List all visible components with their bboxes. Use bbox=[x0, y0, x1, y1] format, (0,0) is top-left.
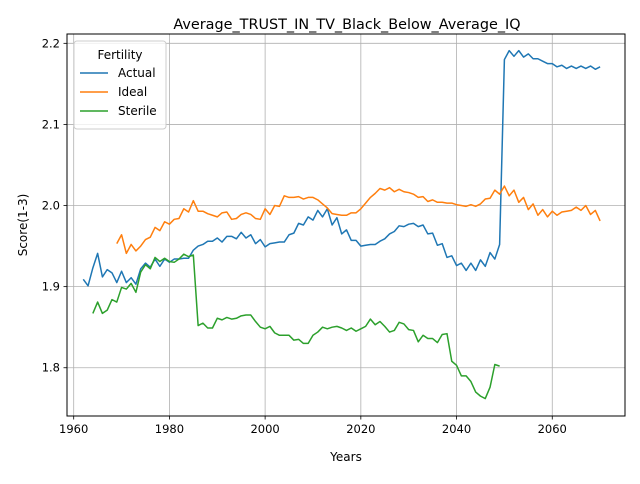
legend-title: Fertility bbox=[97, 48, 142, 62]
y-tick-label: 2.1 bbox=[42, 117, 60, 131]
x-tick-label: 2000 bbox=[250, 422, 279, 436]
series-line-actual bbox=[82, 49, 601, 287]
x-tick-label: 2060 bbox=[538, 422, 567, 436]
legend: Fertility Actual Ideal Sterile bbox=[73, 40, 167, 130]
y-tick-label: 2.2 bbox=[42, 36, 60, 50]
axis-ticks: 1960 1980 2000 2020 2040 2060 1.8 1.9 2.0 2.1 2.2 bbox=[42, 36, 567, 436]
x-axis-label: Years bbox=[329, 450, 362, 464]
legend-label-ideal: Ideal bbox=[118, 85, 147, 99]
grid bbox=[67, 34, 625, 416]
legend-label-actual: Actual bbox=[118, 66, 156, 80]
y-tick-label: 1.9 bbox=[42, 280, 60, 294]
y-axis-label: Score(1-3) bbox=[16, 194, 30, 257]
x-tick-label: 2040 bbox=[442, 422, 471, 436]
y-tick-label: 2.0 bbox=[42, 199, 60, 213]
series-line-sterile bbox=[92, 253, 500, 400]
x-tick-label: 2020 bbox=[346, 422, 375, 436]
chart-title: Average_TRUST_IN_TV_Black_Below_Average_… bbox=[173, 17, 520, 33]
y-tick-label: 1.8 bbox=[42, 361, 60, 375]
legend-label-sterile: Sterile bbox=[118, 104, 157, 118]
plot-frame bbox=[66, 33, 626, 417]
x-tick-label: 1960 bbox=[59, 422, 88, 436]
series-lines bbox=[82, 49, 601, 400]
legend-frame bbox=[73, 40, 167, 130]
series-line-ideal bbox=[116, 185, 601, 255]
x-tick-label: 1980 bbox=[155, 422, 184, 436]
